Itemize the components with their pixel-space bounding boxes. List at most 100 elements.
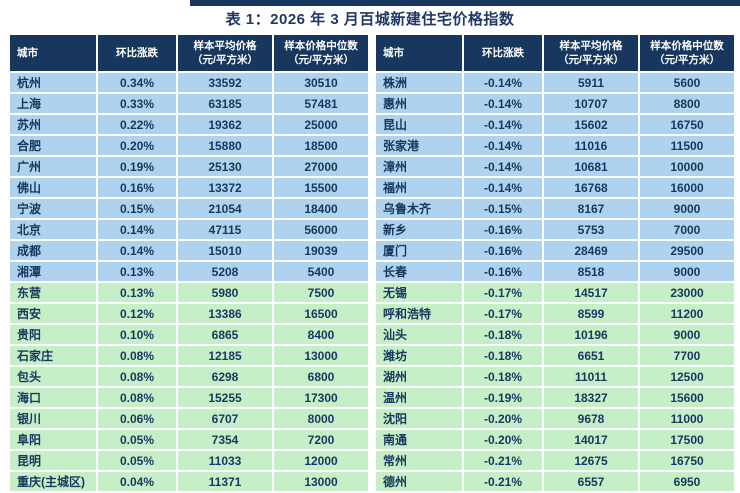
median-price-cell: 25000 [272,113,370,137]
table-row: 汕头 -0.18% 10196 9000 [374,323,736,347]
median-price-cell: 57481 [272,92,370,116]
city-cell: 北京 [8,218,98,242]
change-cell: 0.04% [96,470,178,493]
table-title: 表 1：2026 年 3 月百城新建住宅价格指数 [225,11,515,28]
table-row: 新乡 -0.16% 5753 7000 [374,218,736,242]
avg-price-cell: 15602 [542,113,640,137]
city-cell: 西安 [8,302,98,326]
city-cell: 石家庄 [8,344,98,368]
avg-price-cell: 14017 [542,428,640,452]
median-price-cell: 7200 [272,428,370,452]
avg-price-cell: 63185 [176,92,274,116]
table-row: 呼和浩特 -0.17% 8599 11200 [374,302,736,326]
table-body-left: 杭州 0.34% 33592 30510 上海 0.33% 63185 57481 苏州 0.22… [8,71,370,493]
city-cell: 张家港 [374,134,464,158]
median-price-cell: 13000 [272,470,370,493]
avg-price-cell: 13386 [176,302,274,326]
city-cell: 德州 [374,470,464,493]
median-price-cell: 16500 [272,302,370,326]
table-row: 无锡 -0.17% 14517 23000 [374,281,736,305]
median-price-cell: 18400 [272,197,370,221]
price-table-right: 城市 环比涨跌 样本平均价格 （元/平方米） 样本价格中位数 （元/平方米） 株… [374,32,736,493]
city-cell: 东营 [8,281,98,305]
median-price-cell: 15500 [272,176,370,200]
median-price-cell: 12500 [638,365,736,389]
avg-price-cell: 15255 [176,386,274,410]
city-cell: 贵阳 [8,323,98,347]
avg-price-cell: 11011 [542,365,640,389]
table-row: 重庆(主城区) 0.04% 11371 13000 [8,470,370,493]
table-row: 温州 -0.19% 18327 15600 [374,386,736,410]
median-price-cell: 5600 [638,71,736,95]
change-cell: 0.05% [96,449,178,473]
change-cell: 0.14% [96,218,178,242]
median-price-cell: 29500 [638,239,736,263]
table-row: 上海 0.33% 63185 57481 [8,92,370,116]
avg-price-cell: 6557 [542,470,640,493]
city-cell: 银川 [8,407,98,431]
change-cell: -0.14% [462,134,544,158]
change-cell: -0.14% [462,71,544,95]
median-price-cell: 23000 [638,281,736,305]
table-row: 阜阳 0.05% 7354 7200 [8,428,370,452]
city-cell: 福州 [374,176,464,200]
column-header-avg-price: 样本平均价格 （元/平方米） [542,32,640,74]
city-cell: 广州 [8,155,98,179]
avg-price-cell: 5208 [176,260,274,284]
avg-price-cell: 5980 [176,281,274,305]
column-header-change: 环比涨跌 [462,32,544,74]
median-price-cell: 11200 [638,302,736,326]
table-row: 西安 0.12% 13386 16500 [8,302,370,326]
change-cell: -0.17% [462,281,544,305]
avg-price-cell: 8167 [542,197,640,221]
avg-price-cell: 6298 [176,365,274,389]
city-cell: 无锡 [374,281,464,305]
table-row: 漳州 -0.14% 10681 10000 [374,155,736,179]
table-row: 德州 -0.21% 6557 6950 [374,470,736,493]
city-cell: 成都 [8,239,98,263]
avg-price-cell: 8599 [542,302,640,326]
change-cell: 0.20% [96,134,178,158]
change-cell: -0.14% [462,92,544,116]
change-cell: 0.06% [96,407,178,431]
avg-price-cell: 5911 [542,71,640,95]
city-cell: 南通 [374,428,464,452]
avg-price-cell: 25130 [176,155,274,179]
avg-price-cell: 18327 [542,386,640,410]
avg-price-cell: 15880 [176,134,274,158]
change-cell: 0.12% [96,302,178,326]
median-price-cell: 11000 [638,407,736,431]
change-cell: 0.15% [96,197,178,221]
avg-price-cell: 12675 [542,449,640,473]
median-price-cell: 9000 [638,197,736,221]
median-price-cell: 9000 [638,323,736,347]
avg-price-cell: 11371 [176,470,274,493]
change-cell: -0.16% [462,239,544,263]
table-row: 株洲 -0.14% 5911 5600 [374,71,736,95]
table-row: 银川 0.06% 6707 8000 [8,407,370,431]
table-row: 包头 0.08% 6298 6800 [8,365,370,389]
city-cell: 新乡 [374,218,464,242]
table-row: 贵阳 0.10% 6865 8400 [8,323,370,347]
table-row: 合肥 0.20% 15880 18500 [8,134,370,158]
table-row: 长春 -0.16% 8518 9000 [374,260,736,284]
column-header-median-price: 样本价格中位数 （元/平方米） [272,32,370,74]
change-cell: -0.16% [462,260,544,284]
avg-price-cell: 28469 [542,239,640,263]
city-cell: 沈阳 [374,407,464,431]
change-cell: -0.20% [462,428,544,452]
table-row: 湖州 -0.18% 11011 12500 [374,365,736,389]
header-row: 城市 环比涨跌 样本平均价格 （元/平方米） 样本价格中位数 （元/平方米） [374,32,736,74]
city-cell: 包头 [8,365,98,389]
change-cell: -0.21% [462,449,544,473]
column-header-city: 城市 [8,32,98,74]
avg-price-cell: 8518 [542,260,640,284]
avg-price-cell: 33592 [176,71,274,95]
median-price-cell: 9000 [638,260,736,284]
city-cell: 长春 [374,260,464,284]
header-row: 城市 环比涨跌 样本平均价格 （元/平方米） 样本价格中位数 （元/平方米） [8,32,370,74]
city-cell: 惠州 [374,92,464,116]
city-cell: 常州 [374,449,464,473]
change-cell: -0.14% [462,113,544,137]
